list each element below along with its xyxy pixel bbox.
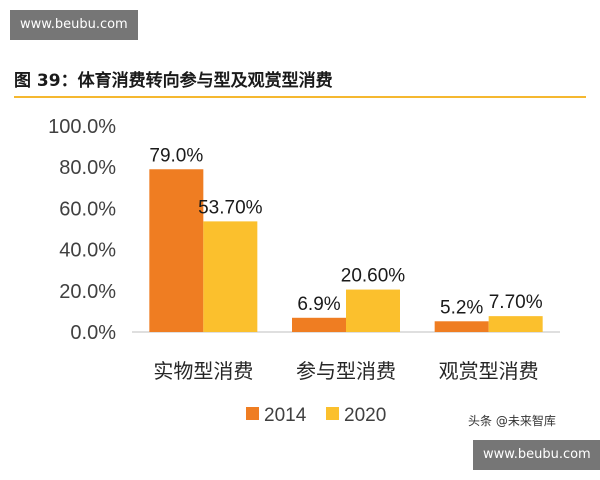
- y-tick-label: 80.0%: [59, 157, 116, 179]
- legend-swatch-2014: [246, 407, 259, 420]
- data-label: 53.70%: [198, 197, 263, 218]
- y-tick-label: 60.0%: [59, 198, 116, 220]
- watermark-bottom: www.beubu.com: [473, 440, 600, 470]
- legend-label-2020: 2020: [344, 405, 386, 426]
- source-credit: 头条 @未来智库: [468, 414, 556, 428]
- legend-swatch-2020: [326, 407, 339, 420]
- data-label: 7.70%: [489, 292, 543, 313]
- bar-2020: [346, 289, 400, 332]
- bar-2020: [203, 221, 258, 332]
- data-label: 5.2%: [440, 297, 483, 318]
- legend-label-2014: 2014: [264, 405, 307, 426]
- x-tick-label: 实物型消费: [153, 359, 253, 383]
- y-tick-label: 100.0%: [48, 116, 116, 138]
- chart-title: 图 39：体育消费转向参与型及观赏型消费: [14, 71, 333, 91]
- x-tick-label: 参与型消费: [296, 359, 396, 383]
- x-tick-label: 观赏型消费: [439, 359, 539, 383]
- watermark-top: www.beubu.com: [10, 10, 138, 40]
- bar-2014: [434, 321, 489, 332]
- data-label: 79.0%: [149, 145, 203, 166]
- title-divider: [14, 96, 586, 98]
- bar-2020: [488, 316, 543, 332]
- bar-2014: [292, 317, 346, 332]
- data-label: 20.60%: [341, 266, 406, 287]
- y-tick-label: 40.0%: [59, 240, 116, 262]
- y-tick-label: 20.0%: [59, 281, 116, 303]
- y-tick-label: 0.0%: [70, 322, 116, 344]
- bar-2014: [149, 169, 204, 332]
- data-label: 6.9%: [297, 294, 340, 315]
